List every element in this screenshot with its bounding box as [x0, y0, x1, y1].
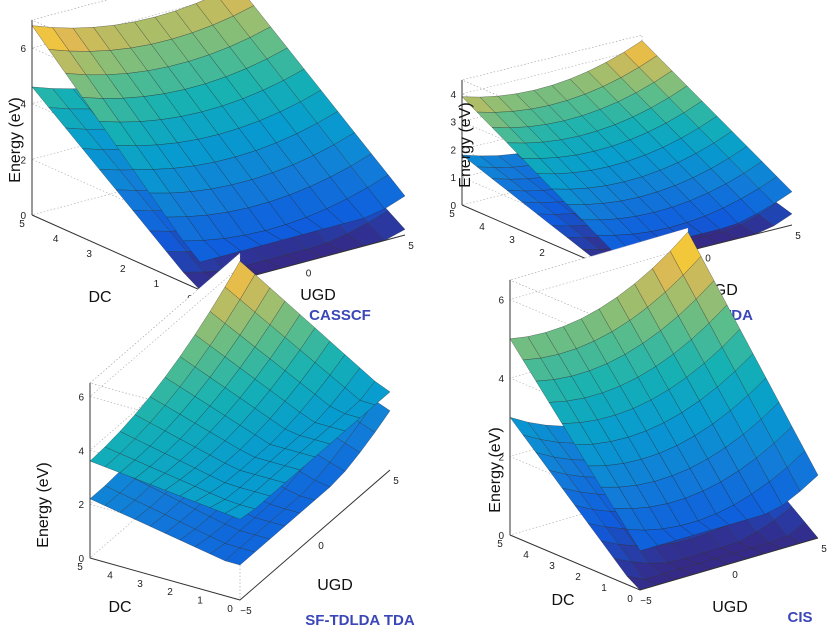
- z-axis-label: Energy (eV): [7, 97, 24, 182]
- z-tick-label: 4: [20, 100, 26, 111]
- surface-cell: [367, 210, 406, 241]
- y-tick-label: 1: [154, 279, 160, 290]
- x-tick-label: 0: [705, 254, 711, 265]
- z-axis-label: Energy (eV): [35, 462, 52, 547]
- y-tick-label: 2: [539, 248, 545, 259]
- y-tick-label: 1: [601, 583, 607, 594]
- x-axis-label: UGD: [317, 577, 353, 594]
- z-tick-label: 0: [450, 201, 456, 212]
- y-tick-label: 4: [479, 222, 485, 233]
- surface-cell: [786, 450, 819, 492]
- y-tick-label: 0: [627, 594, 633, 605]
- surface-upper-state: [31, 0, 406, 263]
- x-tick-label: 0: [318, 541, 324, 552]
- z-tick-label: 0: [498, 531, 504, 542]
- y-axis-line: [89, 557, 241, 601]
- y-tick-label: 0: [227, 604, 233, 615]
- x-axis-line: [639, 537, 819, 591]
- y-tick-label: 3: [509, 235, 515, 246]
- chart-panel-2: −50501234501234UGDDCEnergy (eV)TDPBE TDA: [449, 34, 801, 324]
- y-tick-label: 4: [53, 234, 59, 245]
- z-tick-label: 2: [498, 453, 504, 464]
- y-tick-label: 5: [497, 539, 503, 550]
- surface-upper-state: [89, 260, 391, 520]
- y-tick-label: 5: [77, 562, 83, 573]
- z-tick-label: 0: [20, 211, 26, 222]
- z-tick-label: 0: [78, 554, 84, 565]
- grid-line: [89, 266, 241, 439]
- y-tick-label: 4: [107, 570, 113, 581]
- x-tick-label: 5: [821, 544, 827, 555]
- y-tick-label: 3: [549, 561, 555, 572]
- x-tick-label: −5: [640, 596, 652, 607]
- y-tick-label: 2: [575, 572, 581, 583]
- y-tick-label: 5: [19, 219, 25, 230]
- method-title: CIS: [787, 609, 812, 626]
- z-axis-label: Energy (eV): [487, 427, 504, 512]
- z-tick-label: 1: [450, 173, 456, 184]
- z-tick-label: 2: [450, 145, 456, 156]
- surface-cell: [758, 202, 793, 227]
- surface-cell: [367, 174, 406, 210]
- x-tick-label: 5: [408, 241, 414, 252]
- y-tick-label: 5: [449, 209, 455, 220]
- x-tick-label: 0: [732, 570, 738, 581]
- y-axis-line: [509, 534, 641, 591]
- x-axis-label: UGD: [300, 287, 336, 304]
- y-tick-label: 2: [167, 587, 173, 598]
- grid-line: [461, 48, 643, 160]
- x-axis-label: UGD: [712, 599, 748, 616]
- x-tick-label: −5: [240, 606, 252, 617]
- y-axis-line: [31, 214, 201, 291]
- method-title: SF-TDLDA TDA: [305, 612, 415, 629]
- z-tick-label: 4: [498, 374, 504, 385]
- x-tick-label: 5: [393, 476, 399, 487]
- z-tick-label: 3: [450, 118, 456, 129]
- y-axis-label: DC: [551, 592, 574, 609]
- z-tick-label: 6: [78, 392, 84, 403]
- z-tick-label: 4: [78, 446, 84, 457]
- y-axis-label: DC: [88, 289, 111, 306]
- z-tick-label: 6: [498, 296, 504, 307]
- z-tick-label: 4: [450, 90, 456, 101]
- y-tick-label: 4: [523, 550, 529, 561]
- y-tick-label: 1: [197, 596, 203, 607]
- z-tick-label: 2: [20, 155, 26, 166]
- z-axis-label: Energy (eV): [457, 102, 474, 187]
- x-tick-label: 5: [795, 231, 801, 242]
- x-tick-label: 0: [306, 269, 312, 280]
- z-tick-label: 2: [78, 500, 84, 511]
- y-tick-label: 3: [86, 249, 92, 260]
- method-title: CASSCF: [309, 307, 371, 324]
- z-tick-label: 6: [20, 44, 26, 55]
- y-tick-label: 2: [120, 264, 126, 275]
- surface-upper-state: [461, 40, 793, 251]
- x-axis-line: [239, 469, 391, 601]
- y-tick-label: 3: [137, 579, 143, 590]
- surface-upper-state: [509, 231, 819, 552]
- surface-cell: [758, 176, 793, 204]
- y-axis-label: DC: [108, 599, 131, 616]
- surface-cell: [359, 380, 391, 406]
